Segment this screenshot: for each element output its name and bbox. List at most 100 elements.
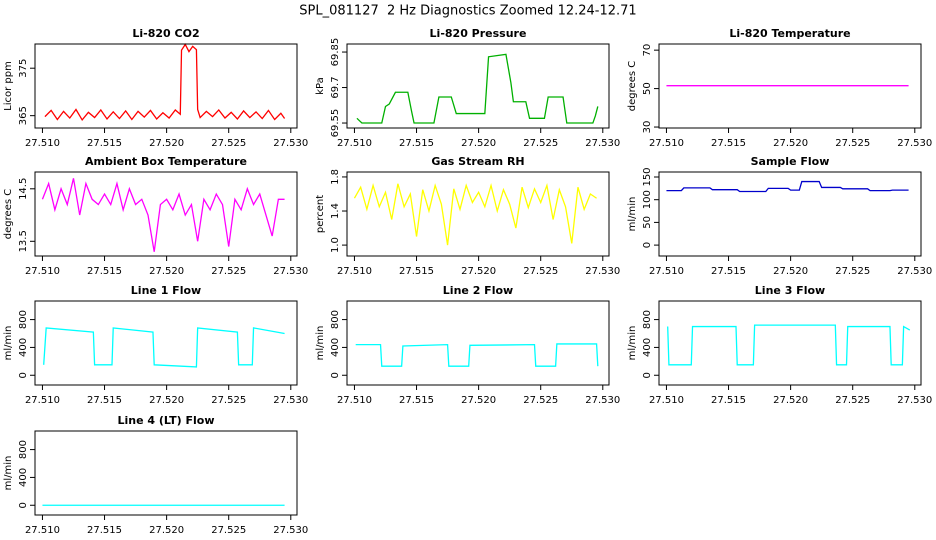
x-tick-label: 27.520 <box>149 266 184 277</box>
plot-frame <box>346 43 610 129</box>
x-tick-label: 27.515 <box>87 266 122 277</box>
y-axis-label: ml/min <box>627 326 638 361</box>
x-tick-label: 27.515 <box>711 395 746 406</box>
plot-frame <box>34 171 298 257</box>
y-tick-label: 30 <box>642 121 653 134</box>
plot-frame <box>658 43 922 129</box>
x-tick-label: 27.530 <box>273 395 308 406</box>
panel-title: Line 2 Flow <box>443 284 513 297</box>
y-tick-label: 69.7 <box>330 76 341 98</box>
panel-title: Li-820 CO2 <box>132 27 199 40</box>
data-line <box>353 182 597 246</box>
panel-title: Line 4 (LT) Flow <box>118 414 215 427</box>
y-tick-label: 800 <box>18 440 29 459</box>
y-tick-label: 1.4 <box>330 203 341 219</box>
y-tick-label: 100 <box>642 190 653 209</box>
x-tick-label: 27.510 <box>649 138 684 149</box>
y-tick-label: 0 <box>18 502 29 508</box>
y-axis-label: degrees C <box>3 189 14 239</box>
y-tick-label: 0 <box>642 372 653 378</box>
x-tick-label: 27.525 <box>211 395 246 406</box>
x-tick-label: 27.530 <box>273 138 308 149</box>
y-tick-label: 0 <box>18 372 29 378</box>
y-tick-label: 50 <box>642 216 653 229</box>
x-tick-label: 27.525 <box>835 395 870 406</box>
y-axis-label: ml/min <box>627 197 638 232</box>
y-tick-label: 69.55 <box>330 109 341 138</box>
x-tick-label: 27.525 <box>523 395 558 406</box>
x-tick-label: 27.525 <box>523 138 558 149</box>
y-tick-label: 0 <box>642 242 653 248</box>
data-line <box>44 43 286 122</box>
y-tick-label: 69.85 <box>330 38 341 67</box>
data-line <box>43 327 285 368</box>
x-tick-label: 27.520 <box>461 138 496 149</box>
x-tick-label: 27.525 <box>835 266 870 277</box>
x-tick-label: 27.515 <box>87 395 122 406</box>
y-tick-label: 150 <box>642 167 653 186</box>
y-tick-label: 375 <box>18 59 29 78</box>
panel-title: Sample Flow <box>751 155 830 168</box>
x-tick-label: 27.530 <box>897 395 932 406</box>
panel-title: Line 1 Flow <box>131 284 201 297</box>
x-tick-label: 27.515 <box>399 138 434 149</box>
x-tick-label: 27.510 <box>337 266 372 277</box>
x-tick-label: 27.525 <box>211 525 246 536</box>
x-tick-label: 27.510 <box>649 395 684 406</box>
x-tick-label: 27.520 <box>149 525 184 536</box>
data-line <box>355 343 599 367</box>
x-tick-label: 27.510 <box>337 395 372 406</box>
data-line <box>41 178 285 252</box>
plot-frame <box>34 430 298 516</box>
panel-title: Gas Stream RH <box>431 155 524 168</box>
y-tick-label: 800 <box>18 310 29 329</box>
y-tick-label: 400 <box>642 338 653 357</box>
panel-title: Ambient Box Temperature <box>85 155 247 168</box>
plot-frame <box>658 300 922 386</box>
x-tick-label: 27.515 <box>399 266 434 277</box>
data-line <box>666 180 909 193</box>
y-tick-label: 800 <box>330 310 341 329</box>
y-tick-label: 400 <box>330 338 341 357</box>
data-line <box>356 53 599 124</box>
plot-frame <box>34 300 298 386</box>
x-tick-label: 27.515 <box>87 138 122 149</box>
y-axis-label: degrees C <box>627 61 638 111</box>
panel-title: Li-820 Temperature <box>729 27 850 40</box>
y-tick-label: 400 <box>18 338 29 357</box>
data-line <box>667 324 911 366</box>
x-tick-label: 27.515 <box>87 525 122 536</box>
y-tick-label: 1.0 <box>330 237 341 253</box>
x-tick-label: 27.530 <box>273 266 308 277</box>
x-tick-label: 27.520 <box>149 395 184 406</box>
x-tick-label: 27.515 <box>711 266 746 277</box>
x-tick-label: 27.520 <box>149 138 184 149</box>
x-tick-label: 27.520 <box>773 395 808 406</box>
y-tick-label: 14.5 <box>18 178 29 200</box>
y-axis-label: kPa <box>315 77 326 95</box>
y-axis-label: ml/min <box>315 326 326 361</box>
x-tick-label: 27.510 <box>649 266 684 277</box>
x-tick-label: 27.520 <box>773 266 808 277</box>
page-title: SPL_081127 2 Hz Diagnostics Zoomed 12.24… <box>299 4 636 19</box>
x-tick-label: 27.510 <box>25 395 60 406</box>
x-tick-label: 27.530 <box>273 525 308 536</box>
x-tick-label: 27.525 <box>211 138 246 149</box>
panel-title: Li-820 Pressure <box>430 27 527 40</box>
plot-frame <box>658 171 922 257</box>
y-tick-label: 1.8 <box>330 169 341 185</box>
y-tick-label: 50 <box>642 82 653 95</box>
x-tick-label: 27.525 <box>835 138 870 149</box>
x-tick-label: 27.520 <box>461 266 496 277</box>
y-axis-label: ml/min <box>3 326 14 361</box>
y-tick-label: 400 <box>18 468 29 487</box>
x-tick-label: 27.530 <box>897 138 932 149</box>
x-tick-label: 27.510 <box>25 266 60 277</box>
x-tick-label: 27.530 <box>585 266 620 277</box>
x-tick-label: 27.525 <box>523 266 558 277</box>
y-axis-label: Licor ppm <box>3 61 14 111</box>
panel-title: Line 3 Flow <box>755 284 825 297</box>
x-tick-label: 27.530 <box>585 138 620 149</box>
x-tick-label: 27.520 <box>461 395 496 406</box>
